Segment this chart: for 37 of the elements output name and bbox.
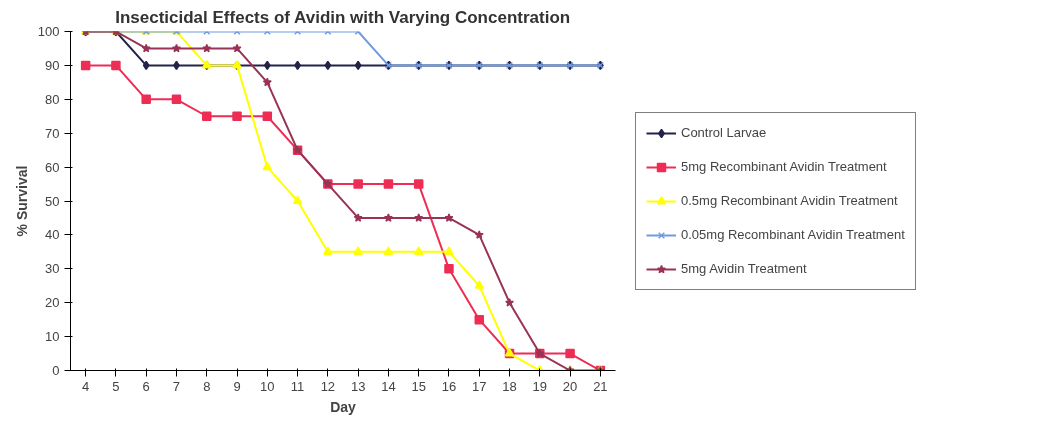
legend-label: 0.5mg Recombinant Avidin Treatment bbox=[681, 193, 898, 208]
x-tick-label: 12 bbox=[320, 378, 336, 394]
y-tick-label: 70 bbox=[45, 125, 60, 141]
x-tick-label: 6 bbox=[142, 378, 150, 394]
chart-title: Insecticidal Effects of Avidin with Varying Concentration bbox=[115, 7, 571, 27]
y-tick-label: 40 bbox=[45, 227, 60, 243]
x-tick-label: 11 bbox=[290, 378, 305, 394]
y-tick-label: 0 bbox=[52, 363, 60, 378]
y-tick-label: 100 bbox=[37, 24, 60, 39]
y-axis-title: % Survival bbox=[13, 165, 30, 237]
x-tick-label: 15 bbox=[411, 378, 426, 394]
x-tick-label: 21 bbox=[593, 378, 608, 394]
legend-label: Control Larvae bbox=[681, 125, 767, 140]
x-tick-label: 8 bbox=[203, 378, 211, 394]
x-axis-title: Day bbox=[330, 398, 357, 415]
x-tick-label: 4 bbox=[82, 378, 90, 394]
x-tick-label: 14 bbox=[381, 378, 396, 394]
x-tick-label: 13 bbox=[350, 378, 366, 394]
y-tick-label: 50 bbox=[45, 193, 60, 209]
x-tick-label: 9 bbox=[233, 378, 241, 394]
legend-label: 0.05mg Recombinant Avidin Treatment bbox=[681, 227, 905, 242]
x-tick-label: 19 bbox=[532, 378, 548, 394]
y-tick-label: 80 bbox=[45, 91, 60, 107]
x-tick-label: 5 bbox=[112, 378, 120, 394]
y-tick-label: 10 bbox=[45, 329, 60, 345]
x-tick-label: 20 bbox=[562, 378, 578, 394]
x-tick-label: 17 bbox=[472, 378, 487, 394]
y-tick-label: 20 bbox=[45, 295, 60, 311]
legend-label: 5mg Avidin Treatment bbox=[681, 261, 807, 276]
y-tick-label: 30 bbox=[45, 261, 60, 277]
y-tick-label: 60 bbox=[45, 159, 60, 175]
y-tick-label: 90 bbox=[45, 57, 60, 73]
x-tick-label: 7 bbox=[172, 378, 181, 394]
legend-label: 5mg Recombinant Avidin Treatment bbox=[681, 159, 887, 174]
x-tick-label: 10 bbox=[260, 378, 275, 394]
x-tick-label: 16 bbox=[441, 378, 457, 394]
x-tick-label: 18 bbox=[502, 378, 517, 394]
